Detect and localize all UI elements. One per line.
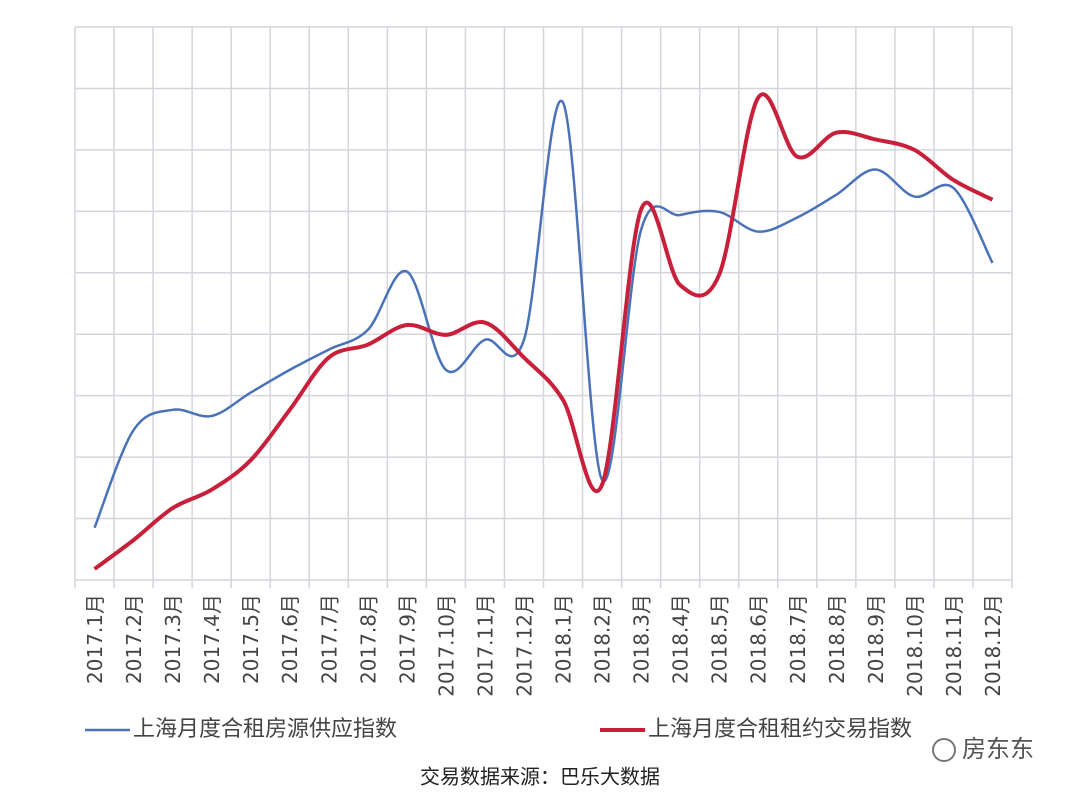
x-tick-label: 2017.11月: [473, 594, 497, 697]
x-tick-label: 2018.8月: [825, 594, 849, 684]
x-tick-label: 2017.3月: [161, 594, 185, 684]
x-tick-label: 2018.5月: [708, 594, 732, 684]
series-line: [93, 92, 994, 571]
x-tick-label: 2017.1月: [83, 594, 107, 684]
x-tick-label: 2017.8月: [356, 594, 380, 684]
x-tick-label: 2017.9月: [395, 594, 419, 684]
watermark: 房东东: [932, 735, 1034, 763]
x-tick-label: 2018.3月: [630, 594, 654, 684]
x-tick-label: 2018.2月: [591, 594, 615, 684]
watermark-icon: [932, 738, 956, 762]
x-tick-label: 2018.9月: [864, 594, 888, 684]
x-tick-label: 2018.7月: [786, 594, 810, 684]
x-tick-label: 2018.10月: [903, 594, 927, 697]
series-line: [93, 99, 994, 529]
x-tick-label: 2018.1月: [552, 594, 576, 684]
legend-item: 上海月度合租房源供应指数: [85, 717, 397, 742]
x-tick-label: 2017.7月: [317, 594, 341, 684]
x-tick-label: 2017.2月: [122, 594, 146, 684]
source-note: 交易数据来源：巴乐大数据: [420, 765, 660, 789]
x-tick-label: 2018.6月: [747, 594, 771, 684]
x-tick-label: 2017.12月: [512, 594, 536, 697]
x-tick-label: 2017.4月: [200, 594, 224, 684]
legend-item: 上海月度合租租约交易指数: [600, 717, 912, 742]
x-tick-label: 2018.11月: [942, 594, 966, 697]
legend-label: 上海月度合租房源供应指数: [133, 717, 397, 742]
legend-label: 上海月度合租租约交易指数: [648, 717, 912, 742]
x-tick-label: 2017.6月: [278, 594, 302, 684]
x-tick-label: 2018.12月: [981, 594, 1005, 697]
watermark-text: 房东东: [962, 735, 1034, 763]
x-tick-label: 2017.5月: [239, 594, 263, 684]
x-tick-label: 2018.4月: [669, 594, 693, 684]
x-tick-label: 2017.10月: [434, 594, 458, 697]
